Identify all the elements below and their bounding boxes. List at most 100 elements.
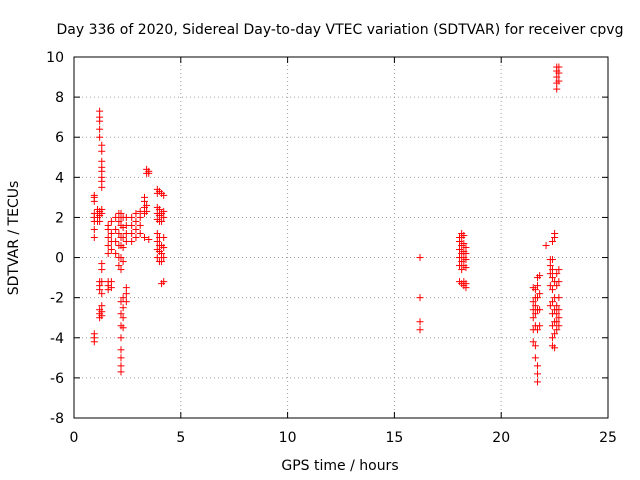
data-point (160, 278, 168, 286)
data-point (115, 217, 123, 225)
data-point (132, 209, 140, 217)
data-point (112, 225, 120, 233)
data-point (529, 298, 537, 306)
data-point (119, 234, 127, 241)
x-tick-label: 10 (279, 430, 297, 446)
data-point (98, 157, 106, 165)
data-point (96, 113, 104, 121)
data-point (153, 254, 161, 262)
data-point (553, 302, 561, 310)
data-point (119, 324, 127, 332)
chart-title: Day 336 of 2020, Sidereal Day-to-day VTE… (57, 22, 624, 38)
x-tick-label: 0 (70, 430, 79, 446)
y-tick-label: 6 (55, 130, 64, 146)
y-tick-label: 0 (55, 251, 64, 267)
y-tick-label: -6 (50, 371, 64, 387)
data-point (136, 213, 144, 221)
data-point (117, 362, 125, 370)
data-point (128, 229, 136, 237)
data-point (119, 258, 127, 266)
data-point (462, 250, 470, 258)
data-point (529, 314, 537, 322)
data-point (531, 286, 539, 294)
grid-layer (74, 57, 608, 418)
data-point (555, 266, 563, 274)
x-tick-labels: 0 5 10 15 20 25 (70, 430, 617, 446)
data-point (136, 221, 144, 229)
data-point (107, 278, 115, 286)
data-point (548, 266, 556, 274)
data-point (104, 242, 112, 250)
data-point (536, 322, 544, 330)
y-tick-labels: 10 8 6 4 2 0 -2 -4 -6 -8 (46, 50, 64, 427)
data-point (551, 330, 559, 338)
data-point (112, 238, 120, 246)
data-point (145, 167, 153, 175)
data-point (119, 244, 127, 252)
data-point (534, 282, 542, 290)
data-point (98, 173, 106, 181)
data-point (98, 141, 106, 149)
points-layer (90, 63, 563, 386)
data-point (462, 264, 470, 272)
data-point (553, 85, 561, 93)
data-point (107, 217, 115, 225)
data-point (546, 270, 554, 278)
data-point (117, 354, 125, 362)
y-tick-label: -2 (50, 291, 64, 307)
data-point (416, 326, 424, 334)
data-point (416, 294, 424, 302)
data-point (140, 193, 148, 201)
data-point (531, 310, 539, 318)
data-point (456, 246, 464, 254)
data-point (90, 234, 98, 241)
data-point (536, 290, 544, 298)
data-point (98, 260, 106, 268)
data-point (143, 207, 151, 215)
data-point (107, 229, 115, 237)
data-point (458, 266, 466, 274)
data-point (145, 236, 153, 244)
data-point (531, 354, 539, 362)
data-point (555, 77, 563, 85)
data-point (160, 254, 168, 262)
x-tick-label: 20 (492, 430, 510, 446)
data-point (98, 308, 106, 316)
data-point (107, 246, 115, 254)
data-point (132, 225, 140, 233)
data-point (90, 225, 98, 233)
data-point (119, 304, 127, 312)
data-point (534, 370, 542, 378)
data-point (117, 310, 125, 318)
data-point (551, 344, 559, 352)
data-point (548, 322, 556, 330)
data-point (155, 205, 163, 213)
data-point (462, 244, 470, 252)
data-point (534, 378, 542, 386)
data-point (96, 107, 104, 115)
data-point (553, 326, 561, 334)
data-point (548, 238, 556, 246)
data-point (458, 258, 466, 266)
y-tick-label: 4 (55, 170, 64, 186)
data-point (551, 229, 559, 237)
data-point (555, 69, 563, 77)
data-point (416, 318, 424, 326)
y-tick-label: -4 (50, 331, 64, 347)
data-point (98, 147, 106, 155)
data-point (122, 298, 130, 306)
data-point (160, 234, 168, 241)
data-point (555, 306, 563, 314)
y-tick-label: 10 (46, 50, 64, 66)
data-point (90, 330, 98, 338)
x-axis-label: GPS time / hours (281, 458, 398, 474)
y-tick-label: 8 (55, 90, 64, 106)
data-point (553, 310, 561, 318)
data-point (98, 278, 106, 286)
data-point (548, 298, 556, 306)
data-point (553, 282, 561, 290)
data-point (553, 270, 561, 278)
ticks-layer (73, 56, 609, 419)
data-point (529, 338, 537, 346)
data-point (115, 229, 123, 237)
